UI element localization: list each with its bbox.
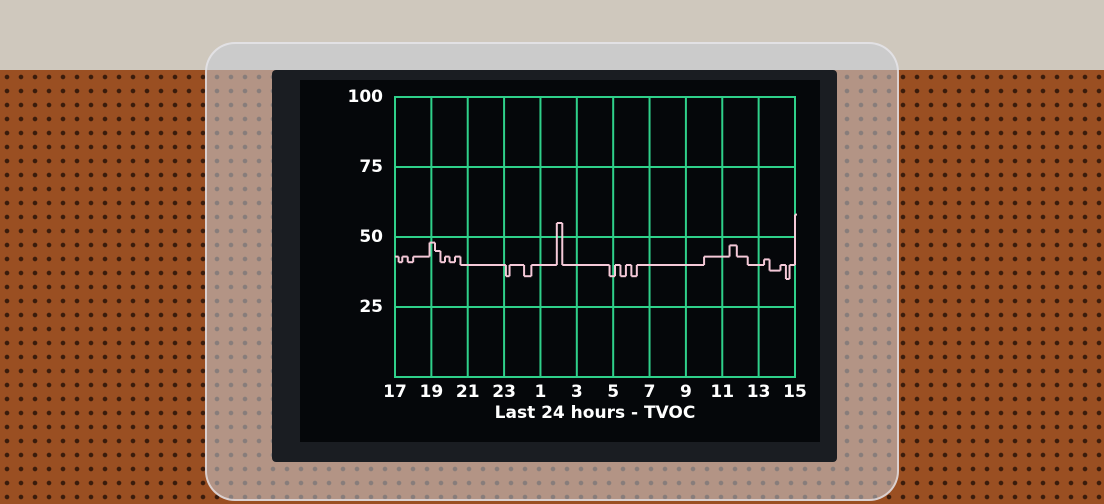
screen bbox=[300, 80, 820, 442]
y-tick-label: 100 bbox=[348, 87, 384, 107]
x-tick-label: 17 bbox=[383, 382, 407, 402]
x-tick-label: 5 bbox=[607, 382, 619, 402]
y-tick-label: 75 bbox=[359, 157, 383, 177]
y-tick-label: 50 bbox=[359, 227, 383, 247]
x-tick-label: 13 bbox=[747, 382, 771, 402]
x-tick-label: 11 bbox=[710, 382, 734, 402]
x-tick-label: 1 bbox=[535, 382, 547, 402]
x-tick-label: 7 bbox=[644, 382, 656, 402]
x-tick-label: 15 bbox=[783, 382, 807, 402]
chart-subtitle: Last 24 hours - TVOC bbox=[495, 403, 696, 423]
x-tick-label: 19 bbox=[420, 382, 444, 402]
chart: Last 24 hours - TVOC 2550751001719212313… bbox=[0, 0, 1104, 504]
x-tick-label: 9 bbox=[680, 382, 692, 402]
x-tick-label: 23 bbox=[492, 382, 516, 402]
x-tick-label: 3 bbox=[571, 382, 583, 402]
y-tick-label: 25 bbox=[359, 297, 383, 317]
x-tick-label: 21 bbox=[456, 382, 480, 402]
page: {"chart_data": {"type": "line", "step": … bbox=[0, 0, 1104, 504]
